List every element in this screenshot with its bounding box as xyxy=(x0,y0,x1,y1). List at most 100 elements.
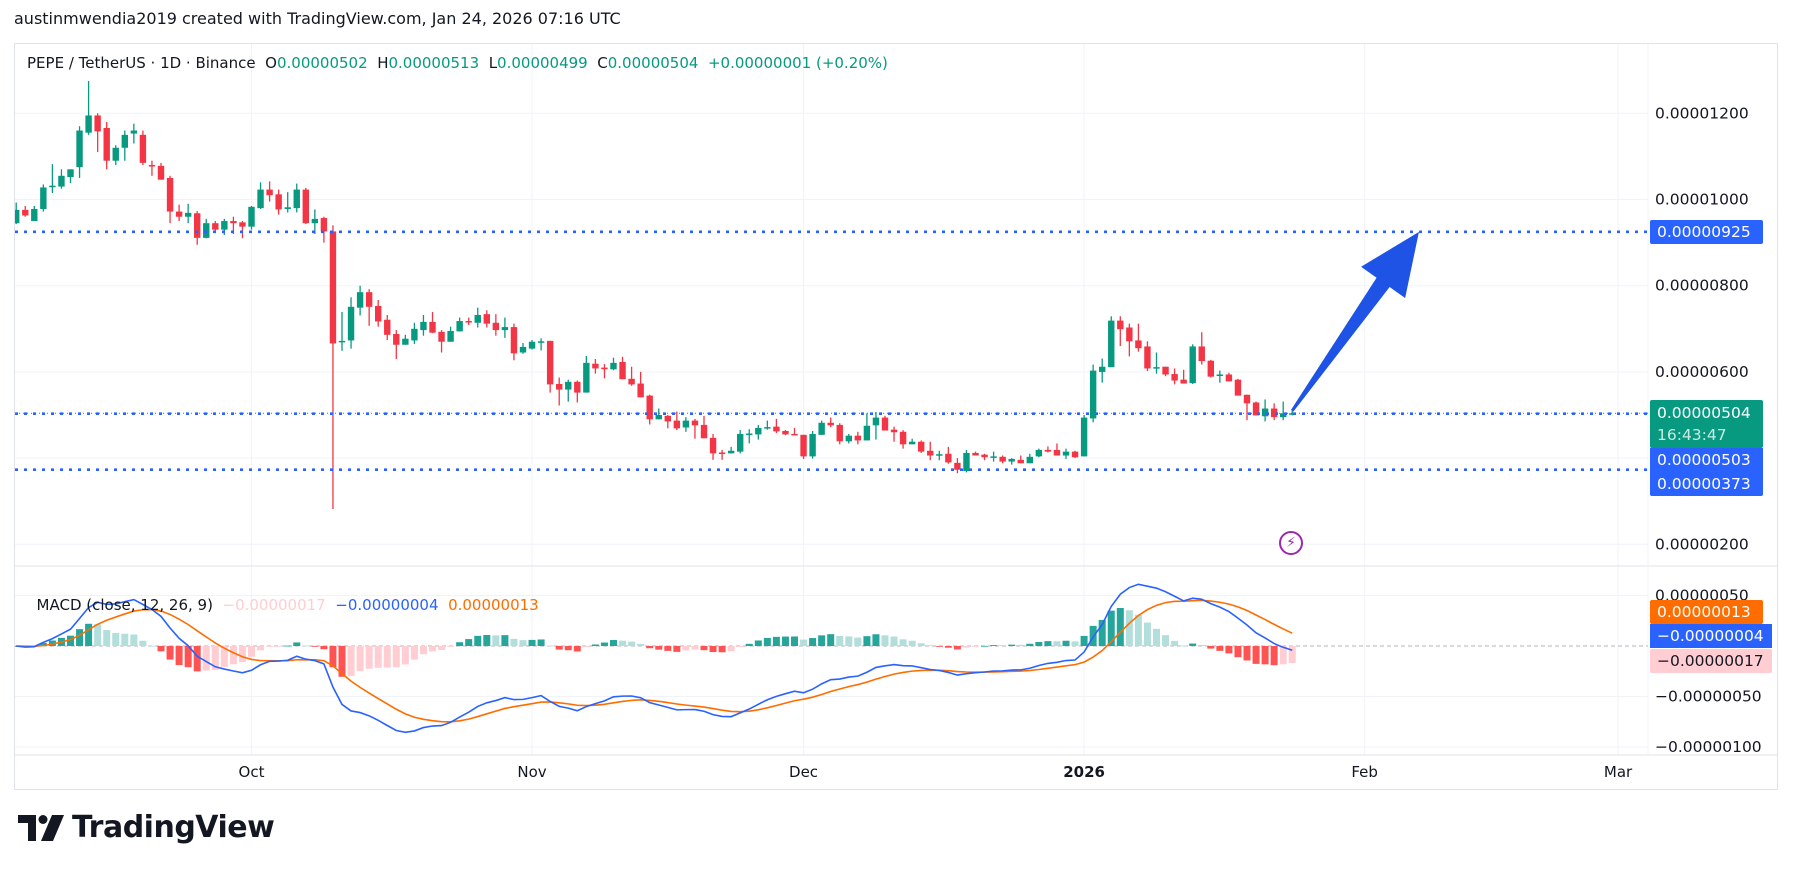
candle-down[interactable] xyxy=(673,411,681,431)
candle-down[interactable] xyxy=(691,418,699,439)
candle-down[interactable] xyxy=(212,221,219,231)
candle-down[interactable] xyxy=(981,453,988,461)
candle-up[interactable] xyxy=(411,322,418,344)
candle-down[interactable] xyxy=(718,449,726,460)
candle-up[interactable] xyxy=(203,218,210,239)
candle-down[interactable] xyxy=(1198,332,1205,365)
candle-down[interactable] xyxy=(1270,403,1278,421)
candle-down[interactable] xyxy=(148,160,156,176)
candle-up[interactable] xyxy=(1035,448,1043,458)
candle-down[interactable] xyxy=(592,358,599,374)
candle-down[interactable] xyxy=(302,187,309,225)
candle-up[interactable] xyxy=(58,169,65,189)
candle-up[interactable] xyxy=(130,123,138,144)
candle-down[interactable] xyxy=(365,289,373,326)
candle-up[interactable] xyxy=(755,424,762,440)
candle-down[interactable] xyxy=(94,113,101,153)
candle-down[interactable] xyxy=(275,189,282,215)
candle-up[interactable] xyxy=(936,450,943,461)
candle-up[interactable] xyxy=(402,334,409,345)
candle-up[interactable] xyxy=(338,311,346,351)
candle-down[interactable] xyxy=(1162,366,1169,377)
candle-up[interactable] xyxy=(40,184,47,212)
candle-up[interactable] xyxy=(908,438,916,445)
candle-down[interactable] xyxy=(601,364,608,379)
candle-up[interactable] xyxy=(501,317,509,338)
candle-up[interactable] xyxy=(863,413,871,441)
symbol-title[interactable]: PEPE / TetherUS · 1D · Binance xyxy=(27,54,256,72)
candle-up[interactable] xyxy=(537,338,545,351)
tradingview-logo[interactable]: TradingView xyxy=(18,810,275,845)
candle-down[interactable] xyxy=(890,426,898,442)
candle-up[interactable] xyxy=(1216,370,1224,383)
candle-down[interactable] xyxy=(329,225,337,509)
candle-down[interactable] xyxy=(836,423,843,445)
candle-up[interactable] xyxy=(1280,401,1287,421)
candle-up[interactable] xyxy=(845,433,852,444)
candle-up[interactable] xyxy=(1080,415,1088,457)
candle-down[interactable] xyxy=(827,417,834,428)
candle-down[interactable] xyxy=(375,299,382,327)
candle-down[interactable] xyxy=(945,446,952,464)
candle-up[interactable] xyxy=(311,209,319,234)
candle-down[interactable] xyxy=(556,377,563,406)
candle-up[interactable] xyxy=(67,169,74,184)
candle-down[interactable] xyxy=(954,458,961,474)
trend-arrow-drawing[interactable] xyxy=(1291,231,1419,412)
candle-down[interactable] xyxy=(574,380,581,403)
candle-down[interactable] xyxy=(22,205,29,217)
candle-up[interactable] xyxy=(809,430,816,459)
candle-down[interactable] xyxy=(194,211,201,245)
candle-down[interactable] xyxy=(438,330,445,353)
candle-down[interactable] xyxy=(1117,316,1124,347)
candle-up[interactable] xyxy=(746,429,753,444)
candle-up[interactable] xyxy=(447,326,454,342)
candle-up[interactable] xyxy=(85,80,92,135)
candle-up[interactable] xyxy=(76,126,83,178)
candle-down[interactable] xyxy=(1053,443,1061,456)
candle-down[interactable] xyxy=(546,340,554,393)
candle-down[interactable] xyxy=(782,430,789,436)
candle-down[interactable] xyxy=(1044,446,1052,453)
candle-down[interactable] xyxy=(1243,394,1251,421)
candle-up[interactable] xyxy=(13,202,20,225)
candle-down[interactable] xyxy=(1180,369,1187,384)
candle-down[interactable] xyxy=(483,310,490,328)
candle-up[interactable] xyxy=(1261,399,1269,422)
candle-up[interactable] xyxy=(1062,448,1070,459)
candle-up[interactable] xyxy=(764,420,771,430)
candle-up[interactable] xyxy=(347,297,355,349)
candle-down[interactable] xyxy=(881,415,889,431)
candle-down[interactable] xyxy=(773,418,780,434)
candle-down[interactable] xyxy=(266,181,273,202)
candle-down[interactable] xyxy=(465,317,472,325)
candle-down[interactable] xyxy=(854,431,862,445)
candle-down[interactable] xyxy=(510,323,518,361)
candle-down[interactable] xyxy=(664,415,671,429)
candle-up[interactable] xyxy=(49,164,56,194)
candle-up[interactable] xyxy=(1189,344,1196,384)
candle-up[interactable] xyxy=(474,307,481,328)
candle-up[interactable] xyxy=(293,183,300,213)
candle-up[interactable] xyxy=(184,203,192,224)
candle-up[interactable] xyxy=(655,408,662,420)
candle-down[interactable] xyxy=(791,427,798,436)
candle-down[interactable] xyxy=(1207,359,1214,378)
candle-up[interactable] xyxy=(1108,316,1115,368)
candle-down[interactable] xyxy=(429,311,436,334)
candle-down[interactable] xyxy=(619,356,626,380)
candle-down[interactable] xyxy=(320,216,328,243)
candle-up[interactable] xyxy=(1153,352,1160,374)
candle-down[interactable] xyxy=(1071,450,1079,459)
candle-up[interactable] xyxy=(990,451,997,462)
lightning-alert-icon[interactable]: ⚡ xyxy=(1279,531,1303,555)
candle-up[interactable] xyxy=(257,182,264,209)
candle-down[interactable] xyxy=(927,441,934,461)
candle-down[interactable] xyxy=(972,451,979,456)
candle-up[interactable] xyxy=(737,430,744,454)
candle-up[interactable] xyxy=(420,315,427,336)
candle-down[interactable] xyxy=(800,434,807,459)
candle-down[interactable] xyxy=(492,314,500,336)
candle-up[interactable] xyxy=(1026,453,1033,464)
